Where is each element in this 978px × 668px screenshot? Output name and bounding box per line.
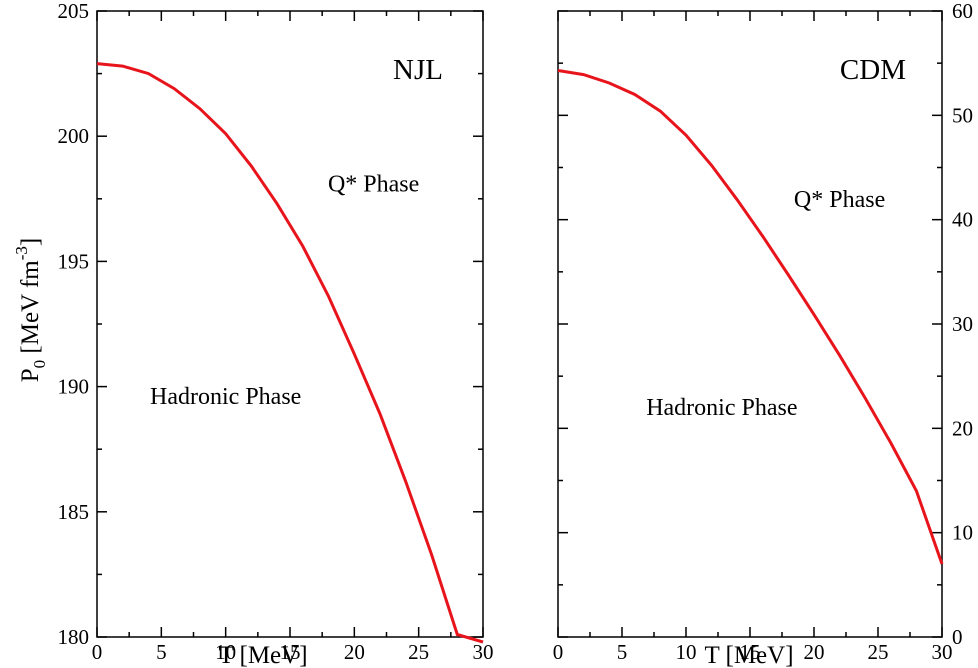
x-tick-label: 10	[215, 640, 236, 664]
y-tick-label: 195	[58, 249, 90, 273]
annotation-q-star-phase: Q* Phase	[794, 187, 885, 213]
annotation-hadronic-phase: Hadronic Phase	[646, 395, 797, 421]
x-tick-label: 15	[740, 640, 761, 664]
y-tick-label: 0	[952, 625, 963, 649]
panel-title: CDM	[840, 54, 906, 86]
y-tick-label: 180	[58, 625, 90, 649]
plot-frame	[557, 10, 943, 638]
y-axis-title: P0 [MeV fm-3]	[12, 238, 49, 382]
y-axis-title-subscript: 0	[30, 360, 49, 369]
y-tick-label: 190	[58, 375, 90, 399]
y-tick-labels: 180 185 190 195 200 205	[58, 0, 90, 649]
tick-marks	[557, 10, 943, 638]
x-axis-title: T [MeV]	[218, 642, 307, 668]
annotation-q-star-phase: Q* Phase	[328, 171, 419, 197]
x-tick-labels: 0 5 10 15 20 25 30	[553, 640, 953, 664]
panel-njl: 0 5 10 15 20 25 30 180 185 190 195 200 205 NJL Q* P…	[12, 0, 494, 668]
tick-marks	[96, 10, 484, 638]
y-tick-label: 20	[952, 416, 973, 440]
x-tick-label: 25	[408, 640, 429, 664]
x-tick-label: 5	[617, 640, 628, 664]
phase-boundary-line-cdm	[557, 69, 944, 565]
x-tick-label: 20	[344, 640, 365, 664]
x-tick-label: 0	[92, 640, 103, 664]
y-tick-label: 10	[952, 521, 973, 545]
y-axis-title-units: [MeV fm	[17, 260, 44, 360]
x-tick-labels: 0 5 10 15 20 25 30	[92, 640, 494, 664]
x-tick-label: 20	[804, 640, 825, 664]
y-tick-label: 185	[58, 500, 90, 524]
panel-title: NJL	[393, 54, 443, 86]
y-tick-label: 40	[952, 208, 973, 232]
plot-frame	[96, 10, 484, 638]
y-axis-title-close: ]	[17, 238, 44, 246]
x-tick-label: 25	[868, 640, 889, 664]
y-tick-label: 200	[58, 124, 90, 148]
y-tick-label: 50	[952, 103, 973, 127]
x-tick-label: 30	[932, 640, 953, 664]
y-axis-title-superscript: -3	[12, 246, 31, 260]
annotation-hadronic-phase: Hadronic Phase	[150, 384, 301, 410]
x-tick-label: 15	[280, 640, 301, 664]
y-tick-label: 30	[952, 312, 973, 336]
y-tick-labels: 0 10 20 30 40 50 60	[952, 0, 973, 649]
x-tick-label: 0	[553, 640, 564, 664]
x-axis-title: T [MeV]	[704, 642, 793, 668]
x-tick-label: 30	[473, 640, 494, 664]
phase-boundary-line-njl	[96, 62, 484, 644]
x-tick-label: 10	[676, 640, 697, 664]
y-tick-label: 205	[58, 0, 90, 23]
x-tick-label: 5	[156, 640, 167, 664]
y-axis-title-base: P	[17, 368, 44, 382]
y-tick-label: 60	[952, 0, 973, 23]
